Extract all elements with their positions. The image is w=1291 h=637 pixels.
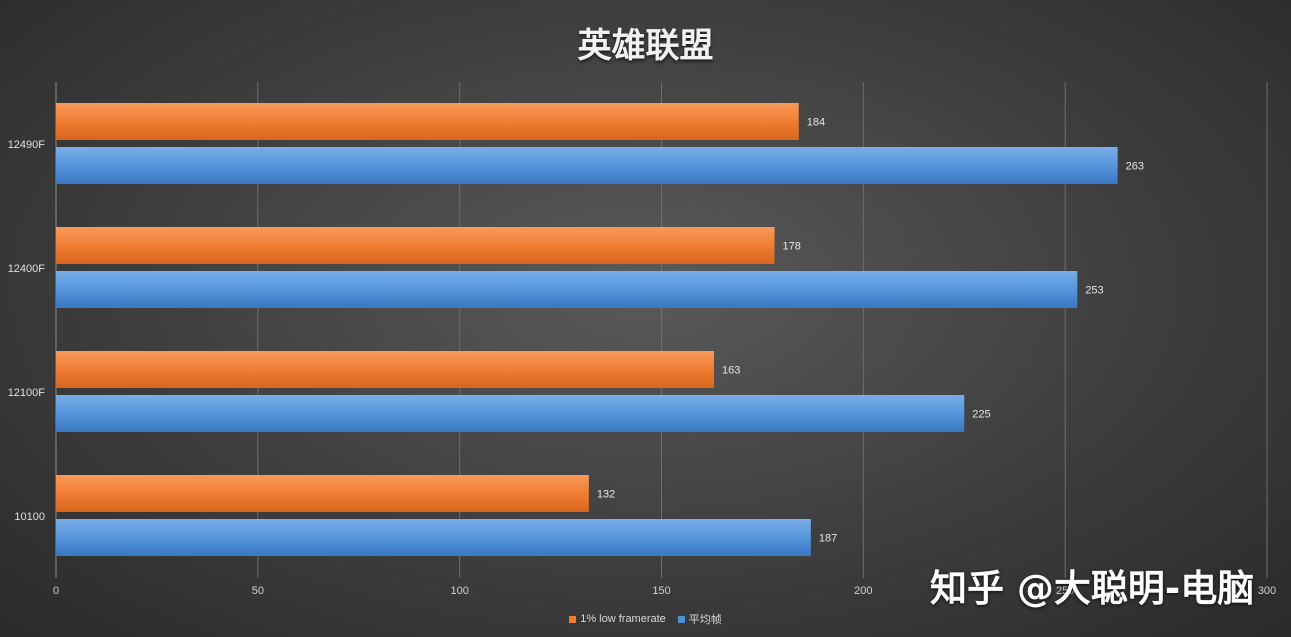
data-label-12100F-series0: 163	[722, 365, 740, 377]
chart-legend: 1% low framerate 平均帧	[0, 611, 1291, 627]
legend-item-1pct-low: 1% low framerate	[569, 611, 666, 627]
bar-12400F-series1	[56, 271, 1078, 308]
legend-item-average: 平均帧	[677, 611, 722, 627]
data-label-12400F-series0: 178	[783, 241, 801, 253]
x-tick-label-100: 100	[450, 585, 468, 597]
category-label-12100F: 12100F	[8, 387, 46, 399]
bar-12490F-series1	[56, 147, 1118, 184]
data-label-10100-series1: 187	[819, 533, 837, 545]
watermark-text: 知乎 @大聪明-电脑	[930, 567, 1255, 610]
x-tick-label-0: 0	[53, 585, 59, 597]
data-label-10100-series0: 132	[597, 489, 615, 501]
bar-12100F-series1	[56, 395, 965, 432]
data-label-12490F-series1: 263	[1126, 161, 1144, 173]
data-label-12490F-series0: 184	[807, 117, 825, 129]
bar-12100F-series0	[56, 351, 714, 388]
bar-10100-series0	[56, 475, 589, 512]
bar-12490F-series0	[56, 103, 799, 140]
x-tick-label-250: 250	[1056, 585, 1074, 597]
legend-swatch-blue	[677, 615, 685, 623]
bar-12400F-series0	[56, 227, 775, 264]
legend-label-1pct-low: 1% low framerate	[580, 613, 666, 625]
legend-swatch-orange	[569, 615, 577, 623]
data-label-12400F-series1: 253	[1085, 285, 1103, 297]
chart-title: 英雄联盟	[577, 26, 714, 66]
x-tick-label-50: 50	[252, 585, 264, 597]
category-label-12490F: 12490F	[8, 139, 46, 151]
category-label-10100: 10100	[14, 511, 45, 523]
legend-label-average: 平均帧	[688, 614, 722, 626]
x-tick-label-150: 150	[652, 585, 670, 597]
x-tick-label-200: 200	[854, 585, 872, 597]
category-label-12400F: 12400F	[8, 263, 46, 275]
x-tick-label-300: 300	[1258, 585, 1276, 597]
data-label-12100F-series1: 225	[972, 409, 990, 421]
bar-10100-series1	[56, 519, 811, 556]
